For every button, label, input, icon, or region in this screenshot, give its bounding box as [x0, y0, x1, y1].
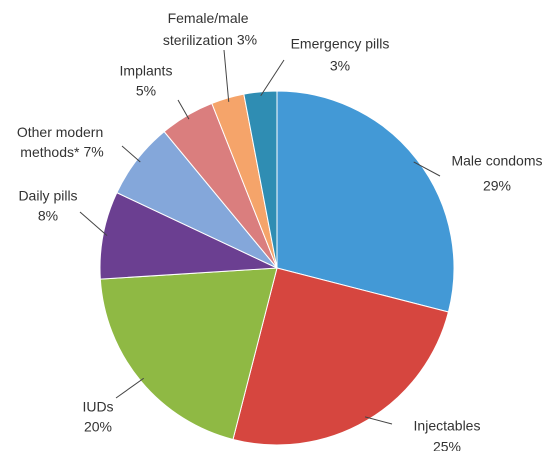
- pie-slice: [276, 90, 455, 313]
- category-label: Emergency pills: [291, 36, 390, 52]
- category-label: Other modern methods*: [17, 124, 107, 160]
- leader-line: [121, 145, 141, 163]
- leader-line: [364, 416, 393, 425]
- pie-slice: [243, 90, 278, 269]
- labels: Male condoms 29% Injectables 25% IUDs 20% Dail…: [17, 10, 543, 451]
- category-label: Daily pills: [18, 188, 77, 204]
- category-label: IUDs: [82, 399, 113, 415]
- leader-line: [260, 59, 285, 97]
- value-label: 8%: [38, 208, 58, 224]
- leader-line: [177, 99, 190, 120]
- value-label: 20%: [84, 419, 112, 435]
- leader-line: [223, 49, 230, 102]
- pie-slice: [99, 191, 278, 280]
- value-label: 5%: [136, 83, 156, 99]
- leader-line: [413, 161, 441, 177]
- value-label: 29%: [483, 178, 511, 194]
- value-label: 3%: [237, 32, 257, 48]
- value-label: 7%: [83, 144, 103, 160]
- category-label: Male condoms: [451, 153, 542, 169]
- category-label: Implants: [120, 63, 173, 79]
- leader-line: [79, 211, 108, 236]
- category-label: Female/male sterilization: [163, 10, 253, 48]
- value-label: 25%: [433, 439, 461, 451]
- pie: [99, 90, 455, 446]
- leader-line: [115, 377, 144, 399]
- category-label: Injectables: [414, 418, 481, 434]
- value-label: 3%: [330, 58, 350, 74]
- pie-slice: [232, 267, 450, 446]
